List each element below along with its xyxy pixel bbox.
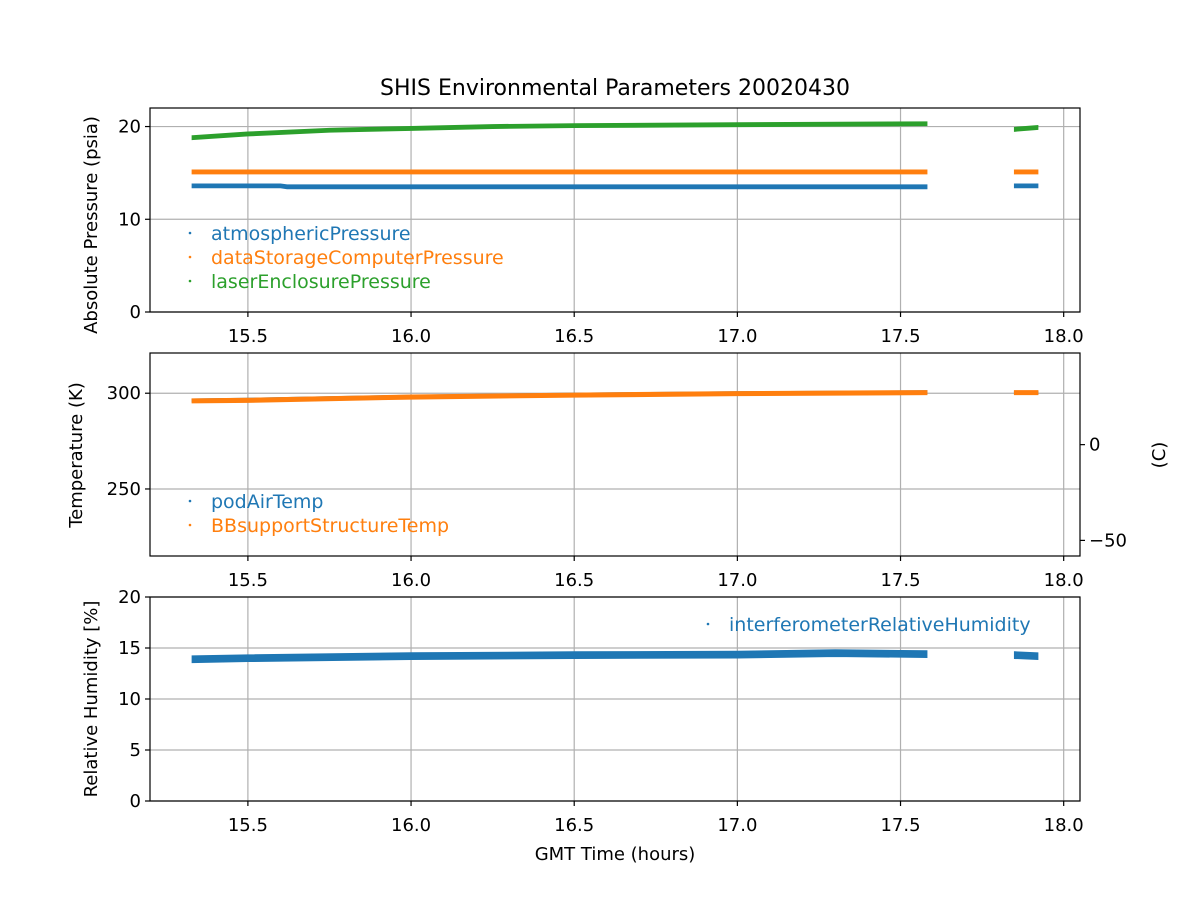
x-tick-label: 16.5 (554, 326, 594, 347)
legend-marker-BBsupportStructureTemp (188, 523, 192, 527)
figure-title: SHIS Environmental Parameters 20020430 (380, 76, 850, 101)
y-tick-label: 250 (107, 479, 141, 500)
x-tick-label: 16.0 (391, 570, 431, 591)
series-interferometerRelativeHumidity (191, 649, 1039, 664)
series-BBsupportStructureTemp (191, 390, 1039, 404)
y-tick-label: 5 (130, 740, 141, 761)
series-dataStorageComputerPressure (191, 169, 1039, 175)
x-tick-label: 17.0 (717, 815, 757, 836)
x-tick-label: 16.5 (554, 570, 594, 591)
y-tick-label: 10 (118, 209, 141, 230)
y-tick-label: 20 (118, 587, 141, 608)
x-tick-label: 16.0 (391, 326, 431, 347)
right-y-tick-label: 0 (1089, 435, 1100, 456)
x-tick-label: 18.0 (1044, 570, 1084, 591)
x-tick-label: 18.0 (1044, 815, 1084, 836)
y-axis-label: Temperature (K) (66, 382, 87, 529)
series-laserEnclosurePressure (191, 121, 1039, 141)
legend-marker-podAirTemp (188, 499, 192, 503)
y-axis-label: Relative Humidity [%] (81, 601, 102, 798)
legend-marker-interferometerRelativeHumidity (706, 622, 710, 626)
panel-1: 15.5 16.0 16.5 17.0 17.5 18.0 0 10 20 Absolute Pr… (81, 107, 1084, 347)
panel-3: 15.5 16.0 16.5 17.0 17.5 18.0 0 5 10 15 20 Relative… (81, 587, 1084, 836)
y-tick-label: 0 (130, 302, 141, 323)
legend-marker-atmosphericPressure (188, 231, 192, 235)
series-band-BBsupportStructureTemp (1013, 390, 1039, 396)
legend-label-atmosphericPressure: atmosphericPressure (211, 223, 411, 245)
legend-label-podAirTemp: podAirTemp (211, 491, 323, 513)
x-axis-label: GMT Time (hours) (535, 844, 696, 865)
legend-label-BBsupportStructureTemp: BBsupportStructureTemp (211, 515, 449, 537)
series-band-dataStorageComputerPressure (1013, 169, 1039, 175)
x-tick-label: 17.5 (880, 815, 920, 836)
y-tick-label: 300 (107, 383, 141, 404)
x-tick-label: 17.0 (717, 326, 757, 347)
series-band-dataStorageComputerPressure (191, 169, 928, 175)
y-tick-label: 15 (118, 638, 141, 659)
legend-marker-dataStorageComputerPressure (188, 255, 192, 259)
series-atmosphericPressure (191, 183, 1039, 190)
x-tick-label: 16.5 (554, 815, 594, 836)
axes-frame (149, 352, 1081, 557)
series-band-BBsupportStructureTemp (191, 390, 928, 404)
legend-marker-laserEnclosurePressure (188, 279, 192, 283)
panel-2: 15.5 16.0 16.5 17.0 17.5 18.0 250 300 −50 0 (C) Tem… (66, 352, 1170, 591)
y-tick-label: 0 (130, 791, 141, 812)
x-tick-label: 15.5 (228, 326, 268, 347)
right-y-tick-label: −50 (1089, 530, 1127, 551)
right-y-axis-label: (C) (1149, 442, 1170, 469)
x-tick-label: 15.5 (228, 815, 268, 836)
series-band-interferometerRelativeHumidity (1013, 651, 1039, 661)
series-band-interferometerRelativeHumidity (191, 649, 928, 664)
x-tick-label: 17.5 (880, 570, 920, 591)
legend-label-laserEnclosurePressure: laserEnclosurePressure (211, 271, 431, 293)
x-tick-label: 16.0 (391, 815, 431, 836)
x-tick-label: 15.5 (228, 570, 268, 591)
y-tick-label: 10 (118, 689, 141, 710)
series-band-atmosphericPressure (1013, 183, 1039, 189)
legend-label-interferometerRelativeHumidity: interferometerRelativeHumidity (729, 614, 1031, 636)
series-band-laserEnclosurePressure (1013, 124, 1039, 132)
y-axis-label: Absolute Pressure (psia) (81, 116, 102, 334)
series-band-laserEnclosurePressure (191, 121, 928, 141)
legend-label-dataStorageComputerPressure: dataStorageComputerPressure (211, 247, 504, 269)
x-tick-label: 17.0 (717, 570, 757, 591)
series-band-atmosphericPressure (191, 183, 928, 190)
legend: interferometerRelativeHumidity (706, 614, 1031, 636)
legend: atmosphericPressuredataStorageComputerPr… (188, 223, 504, 293)
y-tick-label: 20 (118, 117, 141, 138)
x-tick-label: 18.0 (1044, 326, 1084, 347)
panels: 15.5 16.0 16.5 17.0 17.5 18.0 0 10 20 Absolute Pr… (66, 107, 1170, 836)
axes-frame (149, 107, 1081, 313)
x-tick-label: 17.5 (880, 326, 920, 347)
